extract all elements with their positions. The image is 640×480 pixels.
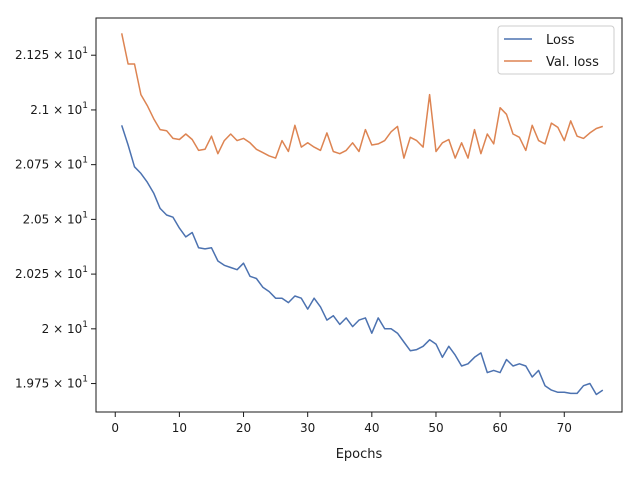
y-tick-label: 2.1 × 101 [30,101,88,117]
x-tick-label: 20 [236,421,251,435]
y-tick-label: 2.125 × 101 [15,46,88,62]
x-tick-label: 50 [428,421,443,435]
y-tick-label: 1.975 × 101 [15,375,88,391]
legend-label-val-loss: Val. loss [546,55,599,70]
x-tick-label: 0 [111,421,119,435]
y-tick-label: 2.05 × 101 [23,210,88,226]
x-tick-label: 70 [557,421,572,435]
series-line-loss [120,125,604,396]
legend-box [497,25,615,75]
series-line-val-loss [120,33,604,159]
series-lines [120,33,604,396]
legend: Loss Val. loss [497,25,615,75]
x-axis-label: Epochs [336,447,383,462]
x-tick-label: 10 [172,421,187,435]
x-tick-label: 60 [492,421,507,435]
y-tick-label: 2.025 × 101 [15,265,88,281]
y-tick-label: 2.075 × 101 [15,156,88,172]
x-tick-label: 40 [364,421,379,435]
y-axis-ticks: 1.975 × 101 2 × 101 2.025 × 101 2.05 × 101 2… [15,46,96,391]
y-tick-label: 2 × 101 [42,320,88,336]
x-tick-label: 30 [300,421,315,435]
legend-label-loss: Loss [546,33,575,48]
plot-frame [95,17,623,413]
x-axis-ticks: 0 10 20 30 40 50 60 70 [111,412,572,435]
